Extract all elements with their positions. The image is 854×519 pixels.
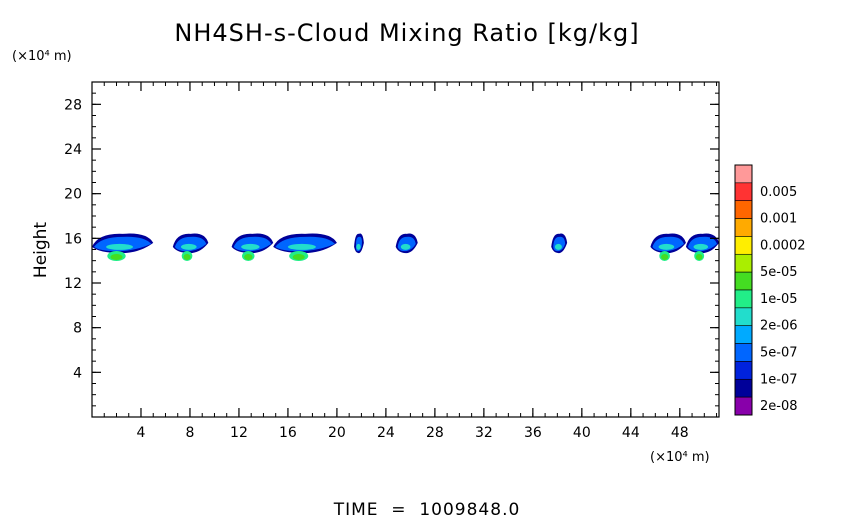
x-tick-label: 40 bbox=[573, 425, 591, 441]
colorbar-swatch bbox=[734, 271, 753, 291]
cloud-cell bbox=[354, 233, 364, 254]
plot-content bbox=[92, 233, 719, 261]
cloud-cyan bbox=[400, 243, 411, 250]
colorbar-label: 5e-05 bbox=[760, 265, 798, 280]
cloud-cell bbox=[551, 233, 568, 254]
colorbar-swatch bbox=[734, 289, 753, 309]
x-tick-label: 20 bbox=[328, 425, 346, 441]
cloud-cyan bbox=[658, 243, 675, 250]
y-axis-label: Height bbox=[31, 222, 51, 279]
cloud-green-core bbox=[110, 253, 123, 260]
cloud-cell bbox=[92, 233, 154, 261]
cloud-cyan bbox=[356, 243, 361, 250]
x-tick-label: 24 bbox=[377, 425, 395, 441]
cloud-cyan bbox=[106, 243, 134, 250]
colorbar-swatch bbox=[734, 164, 753, 184]
colorbar-label: 0.0002 bbox=[760, 238, 806, 253]
colorbar-swatch bbox=[734, 378, 753, 398]
cloud-green-core bbox=[661, 253, 669, 260]
colorbar-label: 1e-05 bbox=[760, 292, 798, 307]
x-tick-label: 28 bbox=[426, 425, 444, 441]
colorbar-swatch bbox=[734, 218, 753, 237]
y-tick-label: 12 bbox=[64, 276, 82, 292]
time-footer: TIME = 1009848.0 bbox=[333, 500, 521, 519]
chart-title: NH4SH-s-Cloud Mixing Ratio [kg/kg] bbox=[174, 19, 639, 47]
x-tick-label: 12 bbox=[230, 425, 248, 441]
cloud-green-core bbox=[183, 253, 191, 260]
cloud-green-core bbox=[292, 253, 305, 260]
colorbar-swatch bbox=[734, 325, 753, 344]
y-tick-label: 8 bbox=[73, 321, 82, 337]
cloud-cyan bbox=[287, 243, 316, 250]
cloud-green-core bbox=[244, 253, 253, 260]
x-tick-label: 8 bbox=[186, 425, 195, 441]
colorbar-swatch bbox=[734, 343, 753, 362]
colorbar-swatch bbox=[734, 200, 753, 219]
colorbar-swatch bbox=[734, 236, 753, 255]
colorbar: 0.005 0.001 0.0002 5e-05 1e-05 2e-06 5e-07 1e-0… bbox=[734, 164, 806, 416]
cloud-cell bbox=[685, 233, 719, 261]
colorbar-swatch bbox=[734, 307, 753, 327]
colorbar-swatch bbox=[734, 182, 753, 202]
x-tick-label: 36 bbox=[524, 425, 542, 441]
colorbar-swatch bbox=[734, 396, 753, 416]
y-tick-label: 4 bbox=[73, 365, 82, 381]
colorbar-label: 2e-06 bbox=[760, 319, 798, 334]
cloud-cell bbox=[395, 233, 418, 254]
x-tick-label: 44 bbox=[622, 425, 640, 441]
cloud-cyan bbox=[180, 243, 197, 250]
colorbar-frame bbox=[734, 164, 753, 416]
cloud-cell bbox=[231, 233, 274, 261]
colorbar-label: 0.001 bbox=[760, 212, 797, 227]
y-tick-label: 20 bbox=[64, 187, 82, 203]
cloud-cell bbox=[273, 233, 337, 261]
colorbar-label: 1e-07 bbox=[760, 372, 798, 387]
cloud-cyan bbox=[241, 243, 260, 250]
cloud-green-core bbox=[695, 253, 703, 260]
colorbar-swatch bbox=[734, 253, 753, 273]
y-tick-label: 24 bbox=[64, 142, 82, 158]
x-unit-label: (×10⁴ m) bbox=[650, 450, 710, 465]
y-unit-label: (×10⁴ m) bbox=[12, 49, 72, 64]
x-tick-label: 16 bbox=[279, 425, 297, 441]
colorbar-label: 5e-07 bbox=[760, 346, 798, 361]
x-tick-label: 32 bbox=[475, 425, 493, 441]
x-tick-label: 4 bbox=[137, 425, 146, 441]
cloud-cell bbox=[650, 233, 686, 261]
cloud-cyan bbox=[693, 243, 709, 250]
colorbar-swatch bbox=[734, 361, 753, 380]
y-tick-label: 28 bbox=[64, 97, 82, 113]
cloud-cell bbox=[172, 233, 209, 261]
y-tick-label: 16 bbox=[64, 231, 82, 247]
x-tick-label: 48 bbox=[671, 425, 689, 441]
colorbar-label: 0.005 bbox=[760, 185, 797, 200]
colorbar-label: 2e-08 bbox=[760, 399, 798, 414]
cloud-cyan bbox=[554, 243, 562, 250]
